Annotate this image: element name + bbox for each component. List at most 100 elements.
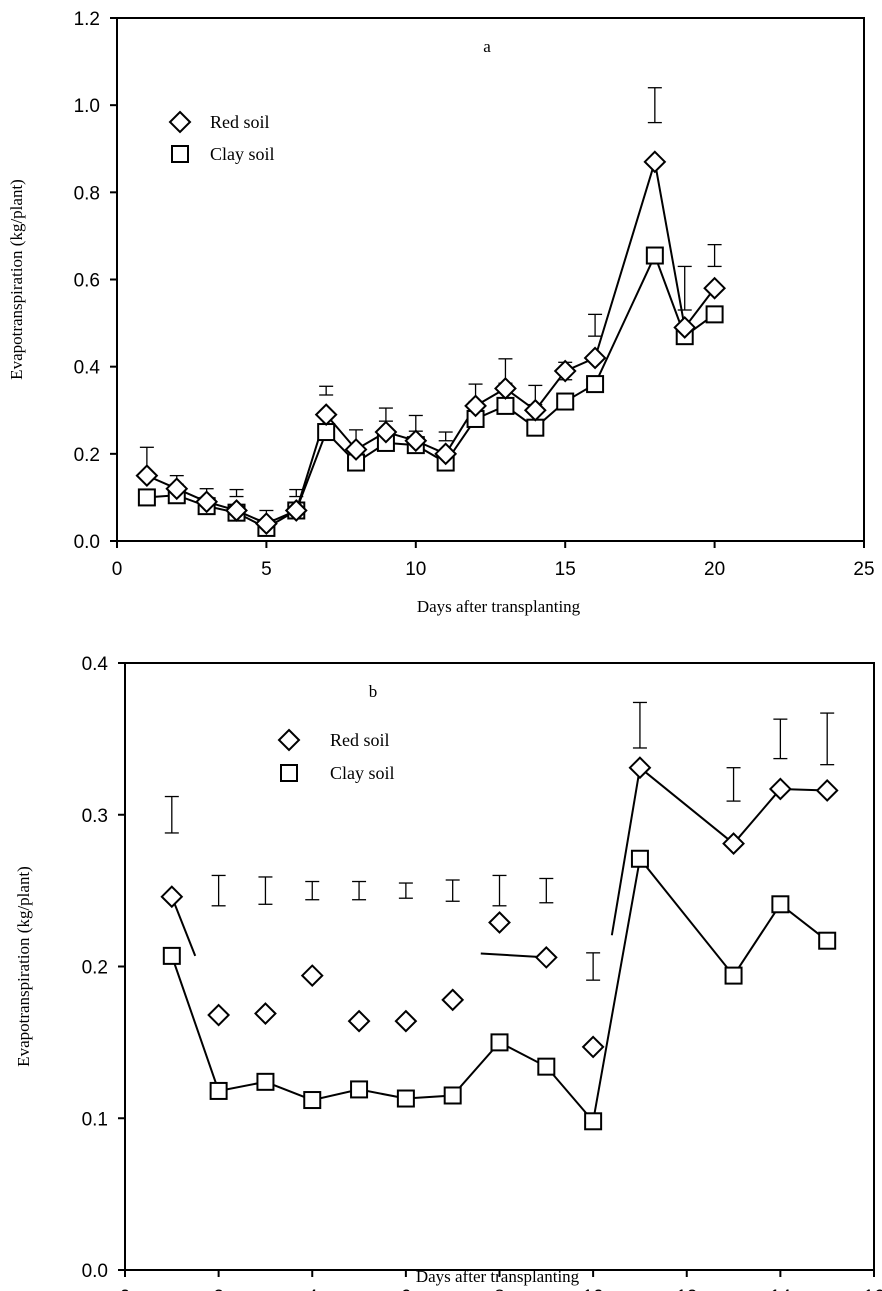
data-point-clay-soil	[645, 246, 664, 265]
data-point-red-soil	[300, 964, 324, 988]
data-point-clay-soil	[209, 1081, 228, 1100]
error-bar	[586, 952, 601, 981]
error-bar	[229, 488, 244, 498]
data-point-red-soil	[404, 429, 428, 453]
error-bar	[726, 767, 741, 802]
data-point-red-soil	[494, 377, 517, 400]
data-point-clay-soil	[771, 895, 790, 914]
data-point-clay-soil	[705, 305, 724, 324]
y-tick-label: 1.2	[74, 9, 100, 30]
data-point-red-soil	[254, 512, 278, 535]
legend-label: Clay soil	[330, 763, 395, 783]
data-point-red-soil	[441, 988, 465, 1012]
data-point-clay-soil	[443, 1086, 462, 1105]
x-tick-label: 10	[583, 1287, 604, 1291]
legend-marker-red-soil	[168, 110, 192, 134]
chart-panel-b: 0.0 0.1 0.2 0.3 0.4 0 2 4 6 8 10 12 14 16 Days after t…	[14, 654, 882, 1291]
data-point-red-soil	[523, 398, 547, 422]
error-bar	[164, 795, 179, 834]
legend: Red soil Clay soil	[168, 110, 275, 164]
series-line-red-soil-segment	[480, 952, 547, 959]
y-tick-label: 0.2	[82, 958, 108, 979]
data-point-red-soil	[314, 403, 338, 427]
data-point-clay-soil	[556, 392, 575, 411]
error-bar	[647, 87, 662, 124]
error-bar	[352, 880, 367, 901]
data-point-clay-soil	[303, 1091, 322, 1110]
data-point-clay-soil	[630, 849, 649, 868]
data-point-clay-soil	[490, 1033, 509, 1052]
legend-marker-red-soil	[277, 728, 301, 752]
data-point-clay-soil	[396, 1089, 415, 1108]
error-bar	[408, 414, 423, 432]
x-tick-label: 20	[704, 559, 725, 580]
data-point-red-soil	[347, 1009, 371, 1033]
legend-label: Red soil	[330, 730, 390, 750]
error-bar	[677, 265, 692, 311]
data-point-red-soil	[394, 1009, 418, 1033]
data-point-red-soil	[434, 442, 458, 466]
error-bar	[632, 701, 647, 749]
data-point-clay-soil	[584, 1112, 603, 1131]
data-point-red-soil	[344, 438, 368, 461]
data-point-red-soil	[815, 779, 839, 802]
data-point-red-soil	[488, 911, 511, 934]
error-bar	[445, 879, 460, 902]
data-point-clay-soil	[537, 1057, 556, 1076]
x-tick-label: 5	[261, 559, 272, 580]
series-line-red-soil-segment	[610, 767, 641, 936]
error-bar	[211, 874, 226, 907]
data-point-red-soil	[583, 346, 607, 370]
y-axis-title: Evapotranspiration (kg/plant)	[14, 866, 33, 1067]
y-tick-label: 0.0	[82, 1261, 108, 1282]
data-point-clay-soil	[317, 423, 336, 442]
plot-frame	[116, 17, 865, 542]
x-tick-label: 0	[112, 559, 123, 580]
data-point-clay-soil	[350, 1080, 369, 1099]
data-point-red-soil	[643, 150, 667, 174]
data-point-red-soil	[581, 1035, 605, 1059]
data-point-red-soil	[254, 1002, 277, 1025]
data-point-red-soil	[284, 499, 308, 522]
series-line-red-soil-segment	[170, 896, 197, 957]
x-tick-label: 15	[555, 559, 576, 580]
error-bar	[319, 385, 334, 396]
x-tick-label: 14	[770, 1287, 792, 1291]
legend-marker-clay-soil	[171, 145, 189, 163]
chart-panel-a: 0.0 0.2 0.4 0.6 0.8 1.0 1.2 0 5 10 15 20 25 Days afte…	[7, 9, 875, 616]
y-tick-label: 0.4	[82, 654, 109, 675]
y-tick-label: 0.2	[74, 445, 100, 466]
data-point-clay-soil	[724, 966, 743, 985]
data-point-clay-soil	[162, 946, 181, 965]
x-tick-label: 12	[676, 1287, 697, 1291]
y-axis-title: Evapotranspiration (kg/plant)	[7, 179, 26, 380]
series-line-red-soil-segment	[732, 788, 782, 845]
data-point-red-soil	[160, 885, 184, 909]
x-tick-label: 16	[863, 1287, 882, 1291]
x-tick-label: 6	[401, 1287, 412, 1291]
data-point-clay-soil	[526, 418, 545, 437]
data-point-red-soil	[464, 394, 487, 418]
data-point-red-soil	[768, 777, 792, 801]
error-bar	[707, 243, 722, 268]
plot-frame	[124, 662, 875, 1271]
error-bar	[539, 877, 554, 904]
series-line-clay-soil	[146, 252, 716, 530]
data-point-red-soil	[195, 490, 219, 514]
y-tick-label: 1.0	[74, 96, 100, 117]
error-bar	[773, 718, 788, 760]
legend-label: Red soil	[210, 112, 270, 132]
error-bar	[398, 882, 413, 899]
data-point-red-soil	[628, 756, 652, 780]
y-tick-label: 0.8	[74, 183, 100, 204]
y-tick-label: 0.6	[74, 271, 100, 292]
error-bar	[492, 874, 507, 907]
data-point-clay-soil	[586, 375, 605, 394]
x-tick-label: 2	[213, 1287, 224, 1291]
y-tick-label: 0.3	[82, 806, 108, 827]
panel-label: a	[483, 37, 491, 56]
y-tick-label: 0.4	[74, 358, 101, 379]
data-point-clay-soil	[818, 931, 837, 950]
error-bar	[438, 431, 453, 442]
